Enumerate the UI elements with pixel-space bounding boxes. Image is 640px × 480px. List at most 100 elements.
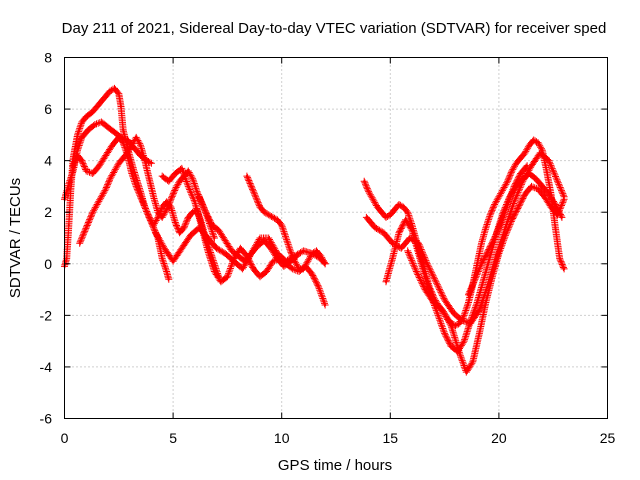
data-point: [467, 293, 470, 296]
data-point: [239, 247, 242, 250]
data-point: [254, 195, 257, 198]
data-point: [143, 159, 147, 162]
data-point: [65, 257, 68, 260]
x-tick-label: 5: [169, 430, 177, 446]
data-point: [404, 218, 407, 222]
data-point: [497, 195, 501, 198]
data-point: [197, 226, 201, 229]
data-point: [148, 216, 151, 219]
data-point: [245, 174, 249, 178]
data-point: [399, 247, 403, 250]
data-point: [310, 272, 314, 276]
data-point: [380, 211, 383, 214]
data-point: [452, 311, 455, 314]
data-point: [106, 125, 110, 129]
data-point: [76, 149, 79, 152]
data-point: [376, 205, 379, 209]
data-point: [187, 169, 190, 173]
data-point: [100, 120, 103, 124]
series-track-12: [404, 182, 568, 376]
data-point: [478, 332, 481, 335]
data-point: [265, 270, 268, 273]
data-point: [443, 332, 446, 335]
data-point: [180, 167, 183, 170]
data-point: [134, 136, 138, 139]
data-point: [460, 319, 464, 322]
y-tick-label: 6: [44, 101, 52, 117]
data-point: [491, 275, 494, 278]
data-point: [560, 216, 564, 219]
data-point: [449, 345, 453, 348]
data-point: [528, 143, 531, 147]
data-point: [504, 234, 507, 237]
data-point: [161, 174, 164, 178]
data-point: [512, 200, 516, 204]
series-track-8: [243, 172, 329, 273]
data-point: [241, 267, 244, 271]
data-point: [134, 185, 138, 188]
data-point: [85, 169, 88, 173]
data-point: [280, 223, 283, 227]
data-point: [515, 162, 518, 165]
data-point: [191, 211, 194, 214]
data-point: [293, 260, 296, 263]
data-point: [180, 247, 183, 250]
data-point: [486, 249, 490, 253]
data-point: [178, 231, 181, 235]
data-point: [519, 156, 522, 160]
data-point: [384, 216, 388, 219]
data-point: [562, 267, 566, 271]
x-tick-label: 0: [61, 430, 69, 446]
data-point: [284, 236, 288, 240]
data-point: [493, 236, 496, 240]
data-point: [441, 309, 444, 312]
data-point: [499, 221, 503, 224]
data-point: [549, 205, 553, 209]
data-point: [80, 136, 84, 139]
data-point: [189, 234, 192, 237]
x-tick-label: 20: [491, 430, 507, 446]
data-point: [523, 151, 527, 155]
data-point: [252, 267, 255, 271]
y-axis-label: SDTVAR / TECUs: [7, 178, 24, 298]
data-point: [119, 105, 123, 108]
data-point: [493, 203, 496, 206]
data-point: [71, 169, 75, 173]
y-tick-label: 2: [44, 204, 52, 220]
data-point: [532, 138, 535, 142]
data-point: [482, 278, 485, 281]
data-point: [317, 285, 320, 289]
data-point: [76, 133, 79, 137]
data-point: [100, 195, 103, 198]
chart-title: Day 211 of 2021, Sidereal Day-to-day VTE…: [62, 20, 607, 37]
data-point: [126, 151, 129, 155]
data-point: [213, 270, 216, 273]
data-point: [232, 260, 236, 263]
data-point: [139, 143, 142, 147]
data-point: [319, 254, 322, 258]
data-point: [363, 180, 366, 183]
data-point: [174, 172, 177, 175]
data-point: [108, 177, 112, 180]
data-point: [423, 288, 427, 291]
data-point: [250, 252, 253, 255]
data-point: [224, 252, 227, 255]
data-point: [76, 154, 79, 157]
grid-lines: [64, 57, 608, 419]
data-point: [161, 216, 164, 219]
data-point: [402, 205, 405, 209]
data-point: [161, 257, 164, 260]
data-point: [130, 143, 134, 147]
data-point: [91, 211, 94, 214]
data-point: [502, 187, 505, 191]
data-point: [80, 159, 84, 162]
data-point: [104, 154, 107, 157]
data-point: [556, 180, 559, 183]
data-point: [126, 138, 129, 142]
data-point: [393, 208, 396, 211]
data-point: [187, 216, 190, 219]
data-point: [432, 301, 435, 304]
data-point: [148, 177, 151, 180]
data-point: [130, 172, 134, 175]
